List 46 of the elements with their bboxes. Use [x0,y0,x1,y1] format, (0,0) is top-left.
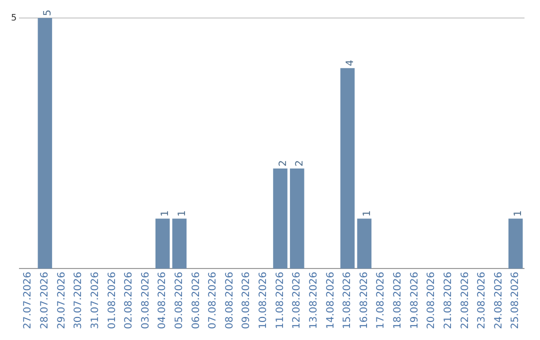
x-tick-label: 20.08.2026 [426,272,438,330]
x-tick-label: 05.08.2026 [174,272,186,330]
data-label: 2 [278,160,289,166]
data-label: 4 [345,60,356,66]
x-tick-label: 23.08.2026 [476,272,488,330]
bar [290,168,304,269]
x-tick-label: 10.08.2026 [258,272,270,330]
x-tick-label: 31.07.2026 [90,272,101,330]
data-label: 1 [362,210,373,217]
x-tick-label: 12.08.2026 [292,272,303,330]
bar [155,218,170,269]
x-tick-label: 11.08.2026 [274,272,286,330]
x-tick-label: 19.08.2026 [409,272,420,330]
x-tick-label: 03.08.2026 [140,272,152,330]
bar [273,168,288,269]
x-tick-label: 06.08.2026 [190,272,202,330]
bar [357,218,372,269]
x-tick-label: 17.08.2026 [376,272,387,330]
x-tick-label: 29.07.2026 [56,272,68,330]
x-tick-label: 27.07.2026 [22,272,34,330]
x-tick-label: 30.07.2026 [73,272,84,330]
x-tick-label: 07.08.2026 [208,272,219,330]
x-tick-label: 14.08.2026 [325,272,336,330]
x-tick-label: 28.07.2026 [40,272,51,330]
data-label: 1 [177,210,188,217]
x-tick-label: 02.08.2026 [124,272,135,330]
x-tick-label: 21.08.2026 [442,272,454,330]
x-tick-label: 08.08.2026 [224,272,236,330]
bar [172,218,187,269]
data-label: 1 [513,210,524,217]
bar [38,18,52,269]
bar [340,68,355,269]
data-label: 5 [42,10,54,16]
x-tick-label: 01.08.2026 [106,272,118,330]
data-label: 2 [294,160,306,166]
x-tick-label: 16.08.2026 [358,272,370,330]
x-tick-label: 04.08.2026 [157,272,168,330]
x-tick-label: 15.08.2026 [342,272,354,330]
x-tick-label: 24.08.2026 [493,272,504,330]
x-tick-label: 18.08.2026 [392,272,404,330]
x-tick-label: 09.08.2026 [241,272,252,330]
data-label: 1 [160,210,172,217]
x-tick-label: 13.08.2026 [308,272,320,330]
bar [508,218,523,269]
x-tick-label: 25.08.2026 [510,272,522,330]
x-tick-label: 22.08.2026 [460,272,471,330]
